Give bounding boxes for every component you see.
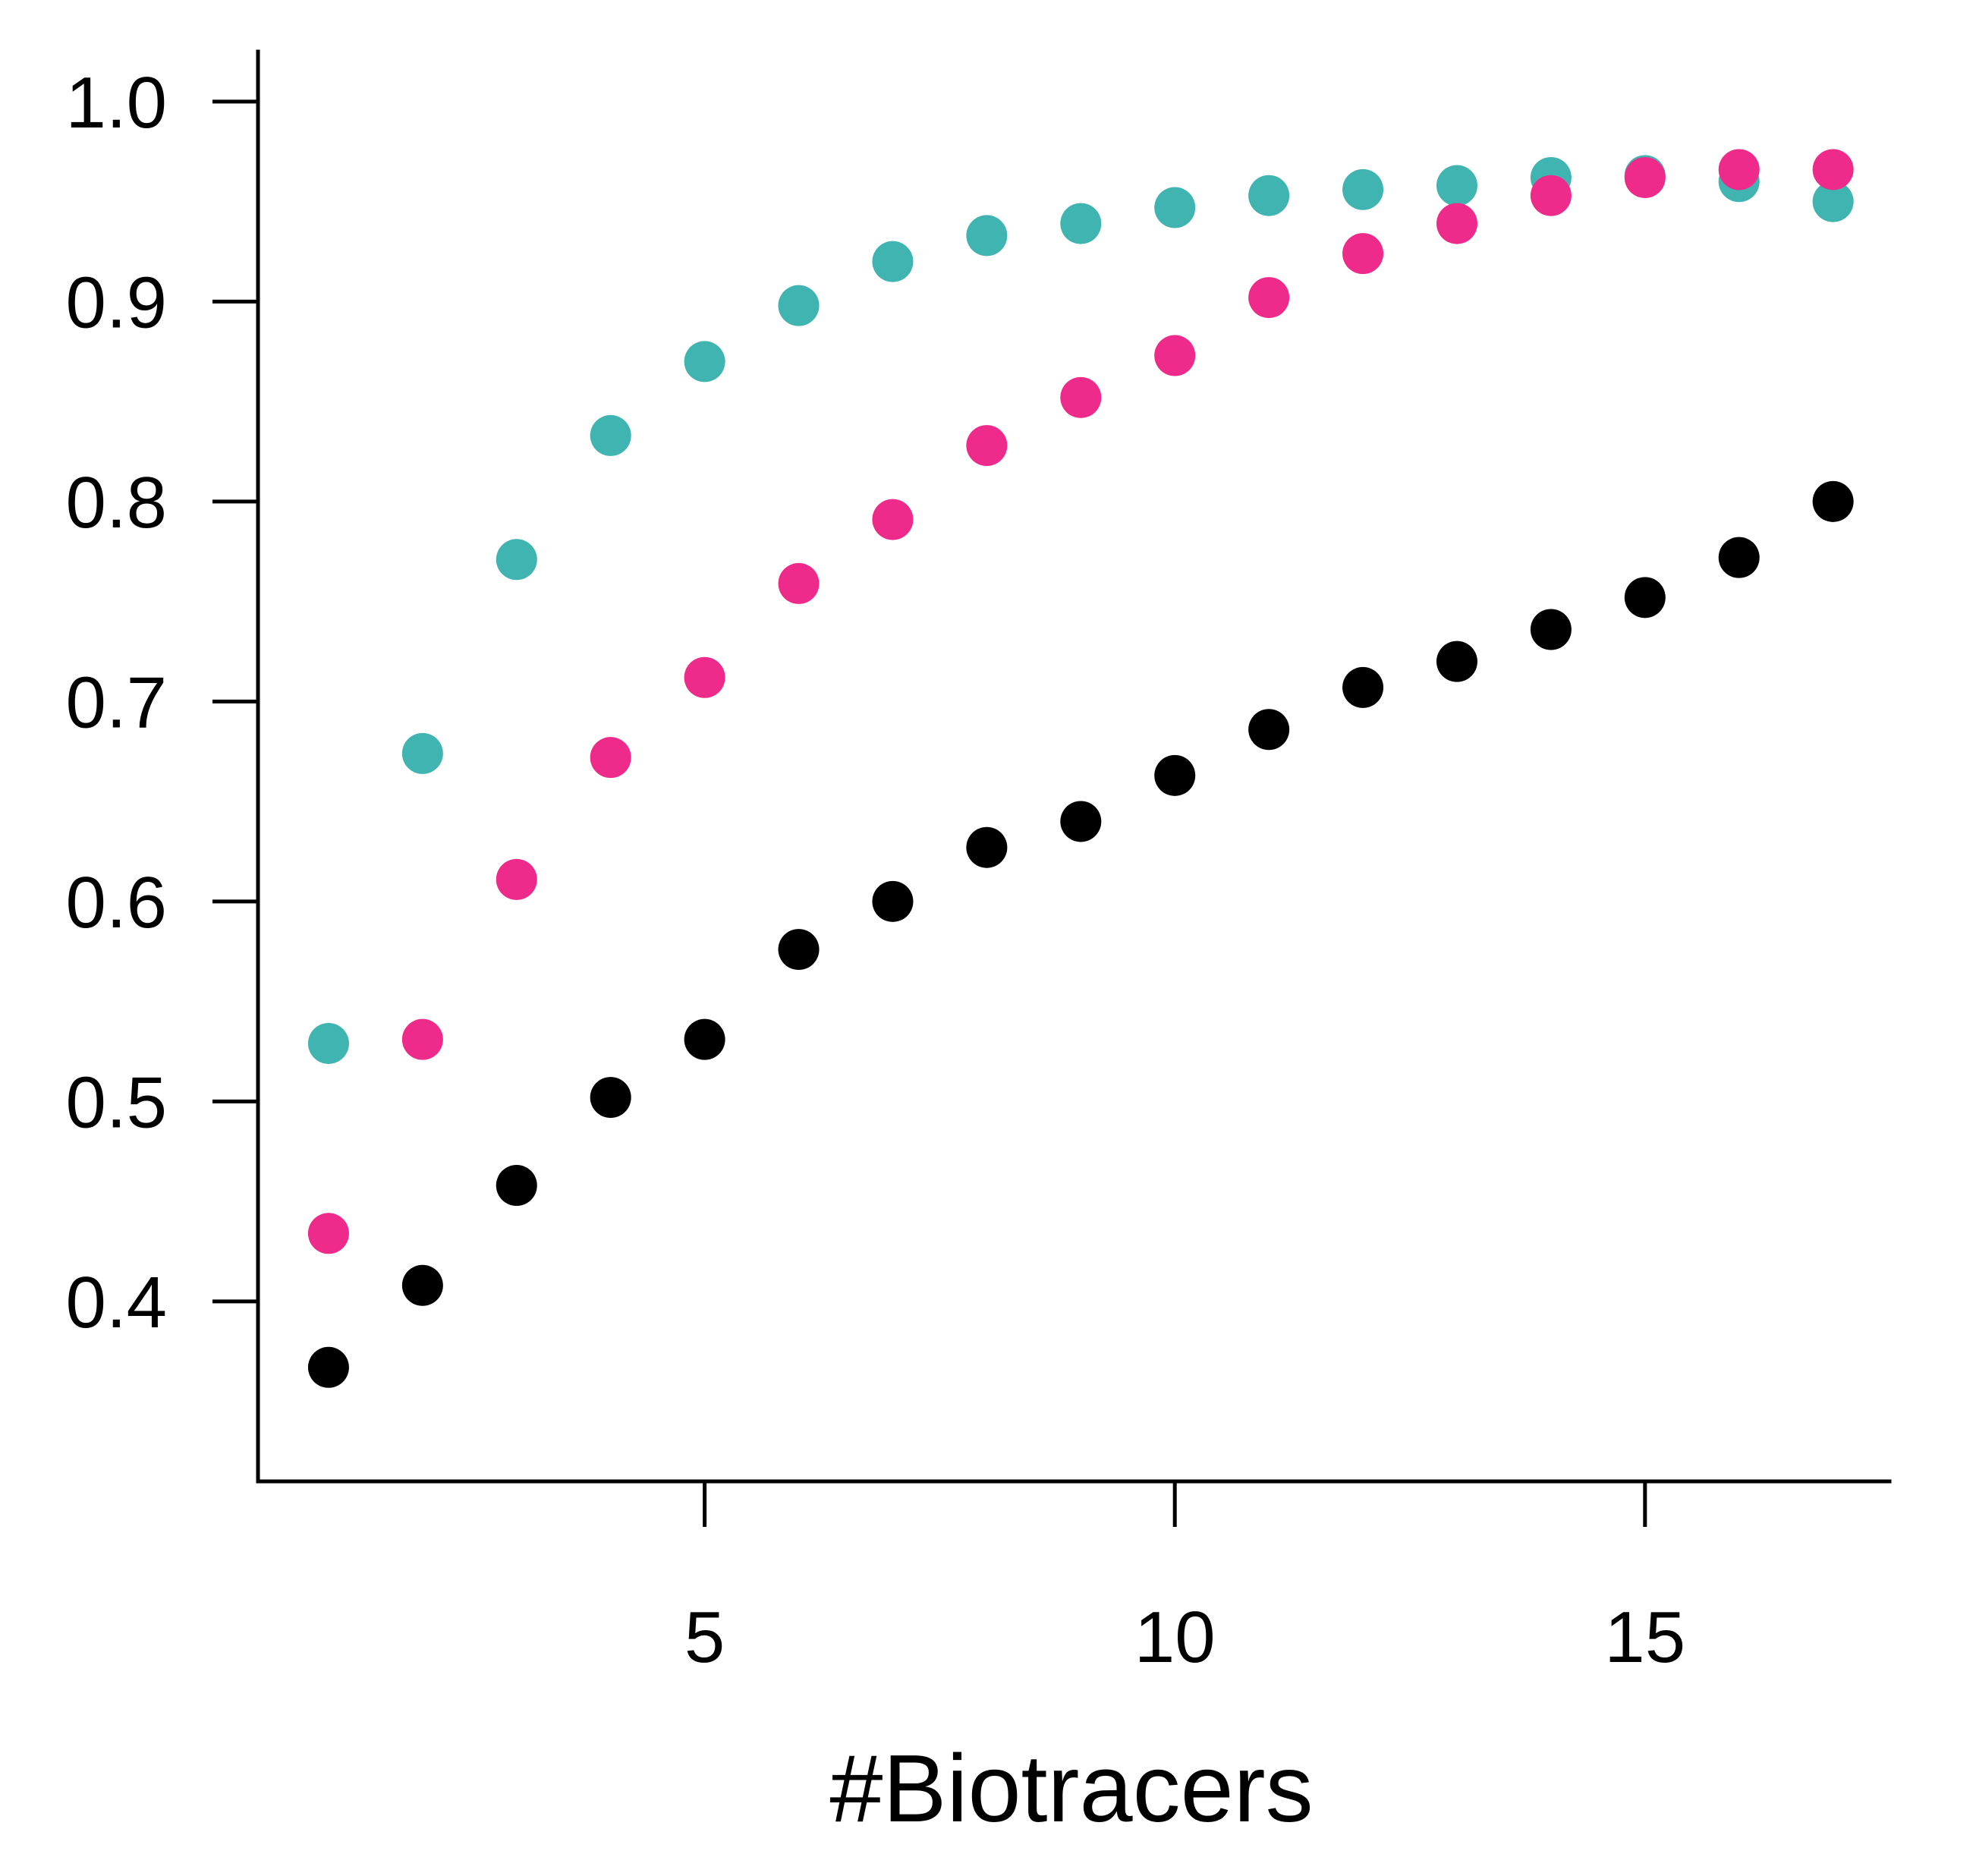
axes xyxy=(256,49,1892,1484)
data-point xyxy=(684,656,725,698)
data-point xyxy=(307,1213,349,1254)
data-point xyxy=(872,880,914,922)
data-point xyxy=(1436,165,1477,206)
data-point xyxy=(1248,175,1290,216)
data-point xyxy=(401,1018,443,1060)
data-point xyxy=(1154,335,1196,376)
data-point xyxy=(401,732,443,774)
data-point xyxy=(966,425,1008,467)
y-tick-label: 0.4 xyxy=(66,1262,167,1343)
data-point xyxy=(1060,376,1102,418)
y-tick-label: 0.8 xyxy=(66,462,167,543)
data-point xyxy=(1342,168,1384,210)
data-point xyxy=(496,1165,537,1207)
data-point xyxy=(1342,233,1384,275)
data-point xyxy=(966,826,1008,868)
data-point xyxy=(778,285,820,326)
data-point xyxy=(1530,609,1572,650)
y-ticks: 0.4 0.5 0.6 0.7 0.8 0.9 1.0 xyxy=(66,62,258,1343)
data-point xyxy=(401,1264,443,1306)
x-ticks: 5 10 15 xyxy=(684,1481,1685,1678)
data-point xyxy=(1624,577,1666,619)
data-point xyxy=(1530,175,1572,216)
data-point xyxy=(778,929,820,971)
series-2 xyxy=(307,480,1854,1388)
data-point xyxy=(778,562,820,604)
y-tick-label: 0.5 xyxy=(66,1062,167,1143)
data-point xyxy=(1812,149,1854,190)
data-point xyxy=(684,1018,725,1060)
data-point xyxy=(496,539,537,581)
data-point xyxy=(1060,203,1102,244)
data-point xyxy=(1718,149,1760,190)
data-point xyxy=(496,858,537,900)
x-tick-label: 5 xyxy=(684,1597,725,1678)
data-point xyxy=(1060,801,1102,842)
data-points xyxy=(307,149,1854,1388)
y-tick-label: 0.9 xyxy=(66,262,167,343)
data-point xyxy=(307,1022,349,1064)
data-point xyxy=(1436,641,1477,682)
data-point xyxy=(1718,537,1760,578)
data-point xyxy=(872,241,914,282)
data-point xyxy=(1624,157,1666,199)
data-point xyxy=(966,215,1008,257)
x-tick-label: 15 xyxy=(1604,1597,1685,1678)
series-0 xyxy=(307,155,1854,1064)
data-point xyxy=(1248,277,1290,319)
data-point xyxy=(590,1077,631,1119)
data-point xyxy=(1154,187,1196,228)
data-point xyxy=(590,414,631,456)
data-point xyxy=(1154,754,1196,796)
data-point xyxy=(1812,480,1854,522)
x-tick-label: 10 xyxy=(1134,1597,1216,1678)
series-1 xyxy=(307,149,1854,1254)
data-point xyxy=(590,737,631,779)
y-tick-label: 1.0 xyxy=(66,62,167,143)
y-tick-label: 0.6 xyxy=(66,862,167,943)
data-point xyxy=(1342,666,1384,708)
data-point xyxy=(1248,709,1290,751)
data-point xyxy=(684,341,725,382)
data-point xyxy=(1436,203,1477,244)
data-point xyxy=(1812,181,1854,222)
y-tick-label: 0.7 xyxy=(66,662,167,743)
x-axis-title: #Biotracers xyxy=(829,1735,1313,1842)
data-point xyxy=(872,499,914,540)
data-point xyxy=(307,1346,349,1388)
